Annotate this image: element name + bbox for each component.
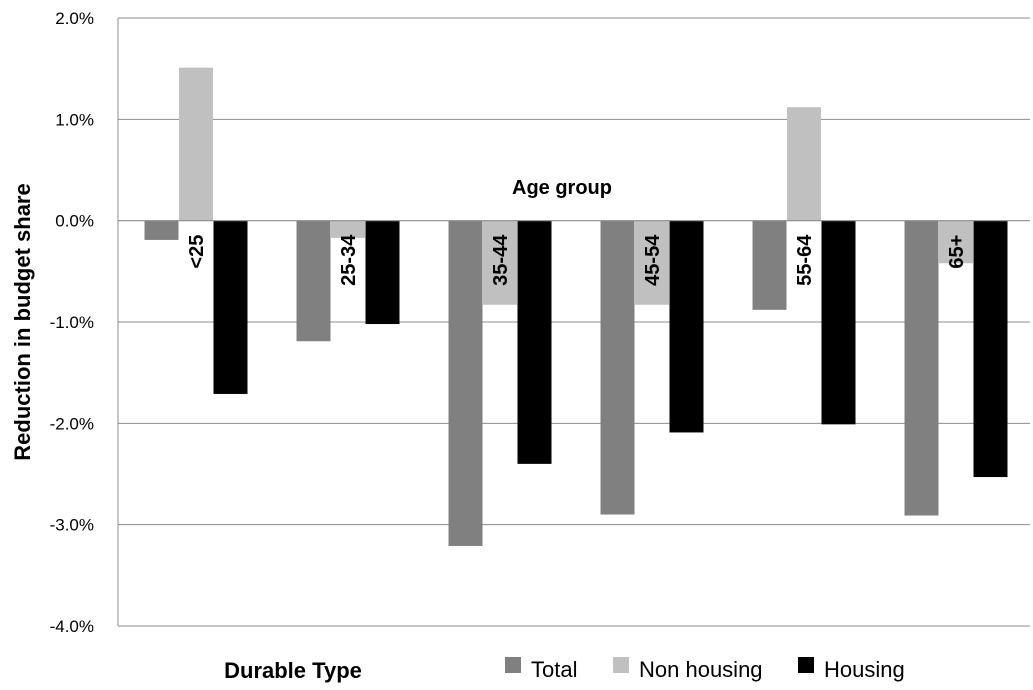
y-axis-title: Reduction in budget share <box>10 183 35 460</box>
bar-housing-4 <box>821 220 856 425</box>
y-tick-label: -3.0% <box>50 516 94 535</box>
bar-total-2 <box>448 220 483 546</box>
category-label: <25 <box>186 235 208 269</box>
bar-total-4 <box>752 220 787 310</box>
legend-label: Housing <box>824 657 905 682</box>
y-tick-label: 0.0% <box>55 212 94 231</box>
y-tick-labels: 2.0% 1.0% 0.0% -1.0% -2.0% -3.0% -4.0% <box>50 9 94 636</box>
category-label: 35-44 <box>490 234 512 286</box>
bars <box>144 67 1008 546</box>
bar-total-3 <box>600 220 635 515</box>
bar-non-housing-4 <box>787 107 821 221</box>
legend: Total Non housing Housing <box>505 657 905 682</box>
gridlines <box>118 17 1030 627</box>
bar-housing-3 <box>669 220 704 433</box>
legend-swatch <box>505 657 521 673</box>
y-tick-label: 2.0% <box>55 9 94 28</box>
bar-non-housing-5 <box>939 220 973 264</box>
y-tick-label: -4.0% <box>50 617 94 636</box>
legend-swatch <box>613 657 629 673</box>
category-label: 55-64 <box>794 234 816 286</box>
y-tick-label: -1.0% <box>50 313 94 332</box>
category-label: 45-54 <box>642 234 664 286</box>
category-label: 25-34 <box>338 234 360 286</box>
bar-total-0 <box>144 220 179 240</box>
y-tick-label: -2.0% <box>50 414 94 433</box>
bar-total-1 <box>296 220 331 342</box>
legend-swatch <box>798 657 814 673</box>
bar-housing-0 <box>213 220 248 394</box>
bar-non-housing-1 <box>331 220 365 238</box>
legend-label: Total <box>531 657 577 682</box>
category-label: 65+ <box>946 235 968 269</box>
inner-title: Age group <box>512 177 612 199</box>
bar-non-housing-0 <box>179 67 213 221</box>
y-tick-label: 1.0% <box>55 110 94 129</box>
bar-housing-5 <box>973 220 1008 478</box>
bar-housing-1 <box>365 220 400 325</box>
category-labels: <25 25-34 35-44 45-54 55-64 65+ <box>186 234 968 286</box>
bar-non-housing-3 <box>635 220 669 305</box>
x-axis-title: Durable Type <box>224 658 362 683</box>
bar-housing-2 <box>517 220 552 464</box>
bar-non-housing-2 <box>483 220 517 305</box>
bar-total-5 <box>904 220 939 516</box>
legend-label: Non housing <box>639 657 763 682</box>
